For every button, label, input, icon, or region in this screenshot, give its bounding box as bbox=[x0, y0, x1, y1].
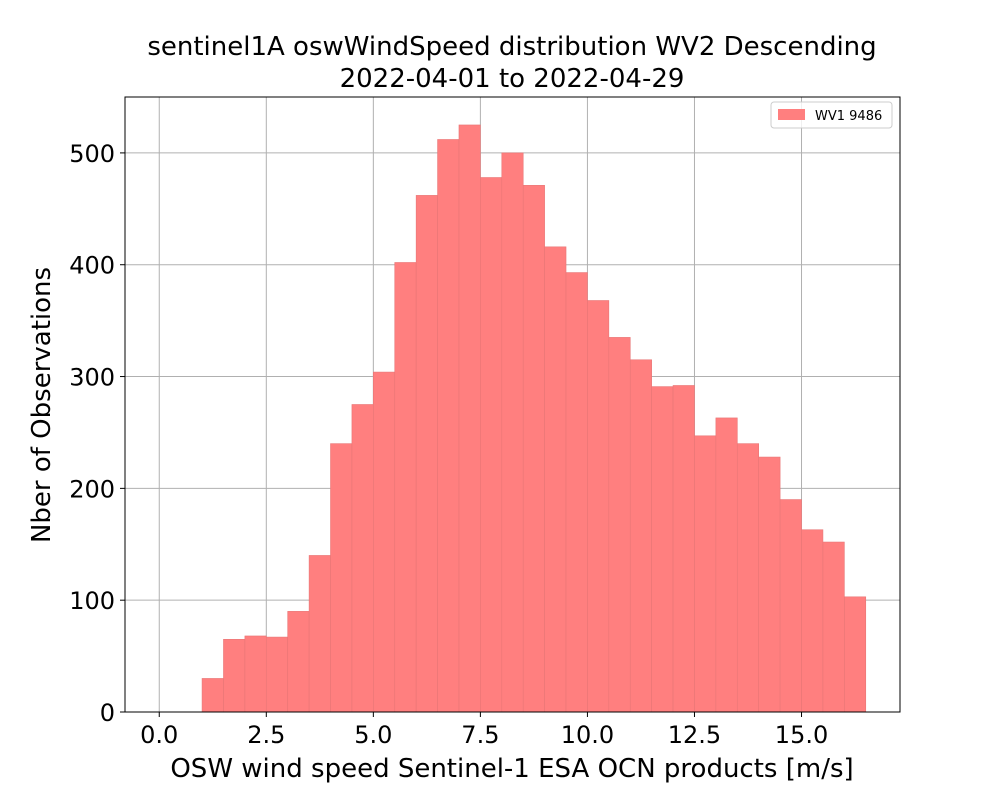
histogram-bar bbox=[458, 124, 481, 713]
y-tick-label: 0 bbox=[100, 699, 115, 727]
histogram-bar bbox=[373, 371, 396, 713]
x-tick-label: 12.5 bbox=[668, 721, 721, 749]
histogram-bar bbox=[480, 177, 503, 713]
legend-label: WV1 9486 bbox=[815, 109, 882, 124]
histogram-bar bbox=[715, 417, 738, 713]
x-axis-ticks: 0.0 2.5 5.0 7.5 10.0 12.5 15.0 bbox=[140, 712, 828, 749]
y-tick-label: 300 bbox=[69, 364, 115, 392]
histogram-bar bbox=[801, 529, 824, 713]
histogram-bar bbox=[287, 611, 310, 713]
x-tick-label: 0.0 bbox=[140, 721, 178, 749]
plot-area-frame bbox=[124, 96, 901, 713]
histogram-bar bbox=[608, 337, 631, 713]
y-tick-label: 100 bbox=[69, 587, 115, 615]
histogram-bar bbox=[587, 300, 610, 713]
chart-title-line1: sentinel1A oswWindSpeed distribution WV2… bbox=[147, 32, 876, 62]
histogram-bar bbox=[223, 639, 246, 713]
x-tick-label: 2.5 bbox=[247, 721, 285, 749]
x-tick-label: 5.0 bbox=[354, 721, 392, 749]
histogram-bar bbox=[565, 272, 588, 713]
x-tick-label: 7.5 bbox=[461, 721, 499, 749]
histogram-bar bbox=[201, 678, 224, 713]
legend: WV1 9486 bbox=[770, 101, 893, 129]
legend-swatch bbox=[778, 109, 805, 120]
histogram-bar bbox=[822, 541, 845, 713]
histogram-bar bbox=[265, 636, 289, 713]
histogram-bar bbox=[415, 195, 438, 713]
y-axis-ticks: 0 100 200 300 400 500 bbox=[69, 140, 125, 727]
x-tick-label: 15.0 bbox=[775, 721, 828, 749]
legend-box bbox=[770, 101, 893, 129]
histogram-bar bbox=[672, 385, 695, 713]
histogram-bar bbox=[437, 139, 460, 713]
histogram-bar bbox=[694, 435, 717, 713]
chart-title-line2: 2022-04-01 to 2022-04-29 bbox=[340, 64, 685, 94]
histogram-bar bbox=[501, 152, 524, 713]
x-axis-label: OSW wind speed Sentinel-1 ESA OCN produc… bbox=[170, 754, 853, 784]
x-tick-label: 10.0 bbox=[561, 721, 614, 749]
histogram-bar bbox=[244, 635, 267, 713]
histogram-bar bbox=[651, 386, 674, 713]
y-tick-label: 500 bbox=[69, 140, 115, 168]
y-axis-label: Nber of Observations bbox=[27, 267, 57, 543]
histogram-bar bbox=[629, 359, 652, 713]
histogram-bar bbox=[308, 555, 331, 713]
histogram-bar bbox=[330, 443, 353, 713]
histogram-bar bbox=[522, 185, 545, 713]
y-tick-label: 200 bbox=[69, 475, 115, 503]
histogram-bar bbox=[544, 246, 567, 713]
histogram-bar bbox=[736, 443, 760, 713]
histogram-bar bbox=[779, 499, 802, 713]
histogram-bar bbox=[394, 262, 417, 713]
y-tick-label: 400 bbox=[69, 252, 115, 280]
histogram-bar bbox=[758, 456, 781, 713]
histogram-bar bbox=[351, 404, 374, 713]
bars-layer bbox=[201, 124, 867, 713]
histogram-bar bbox=[844, 596, 867, 713]
